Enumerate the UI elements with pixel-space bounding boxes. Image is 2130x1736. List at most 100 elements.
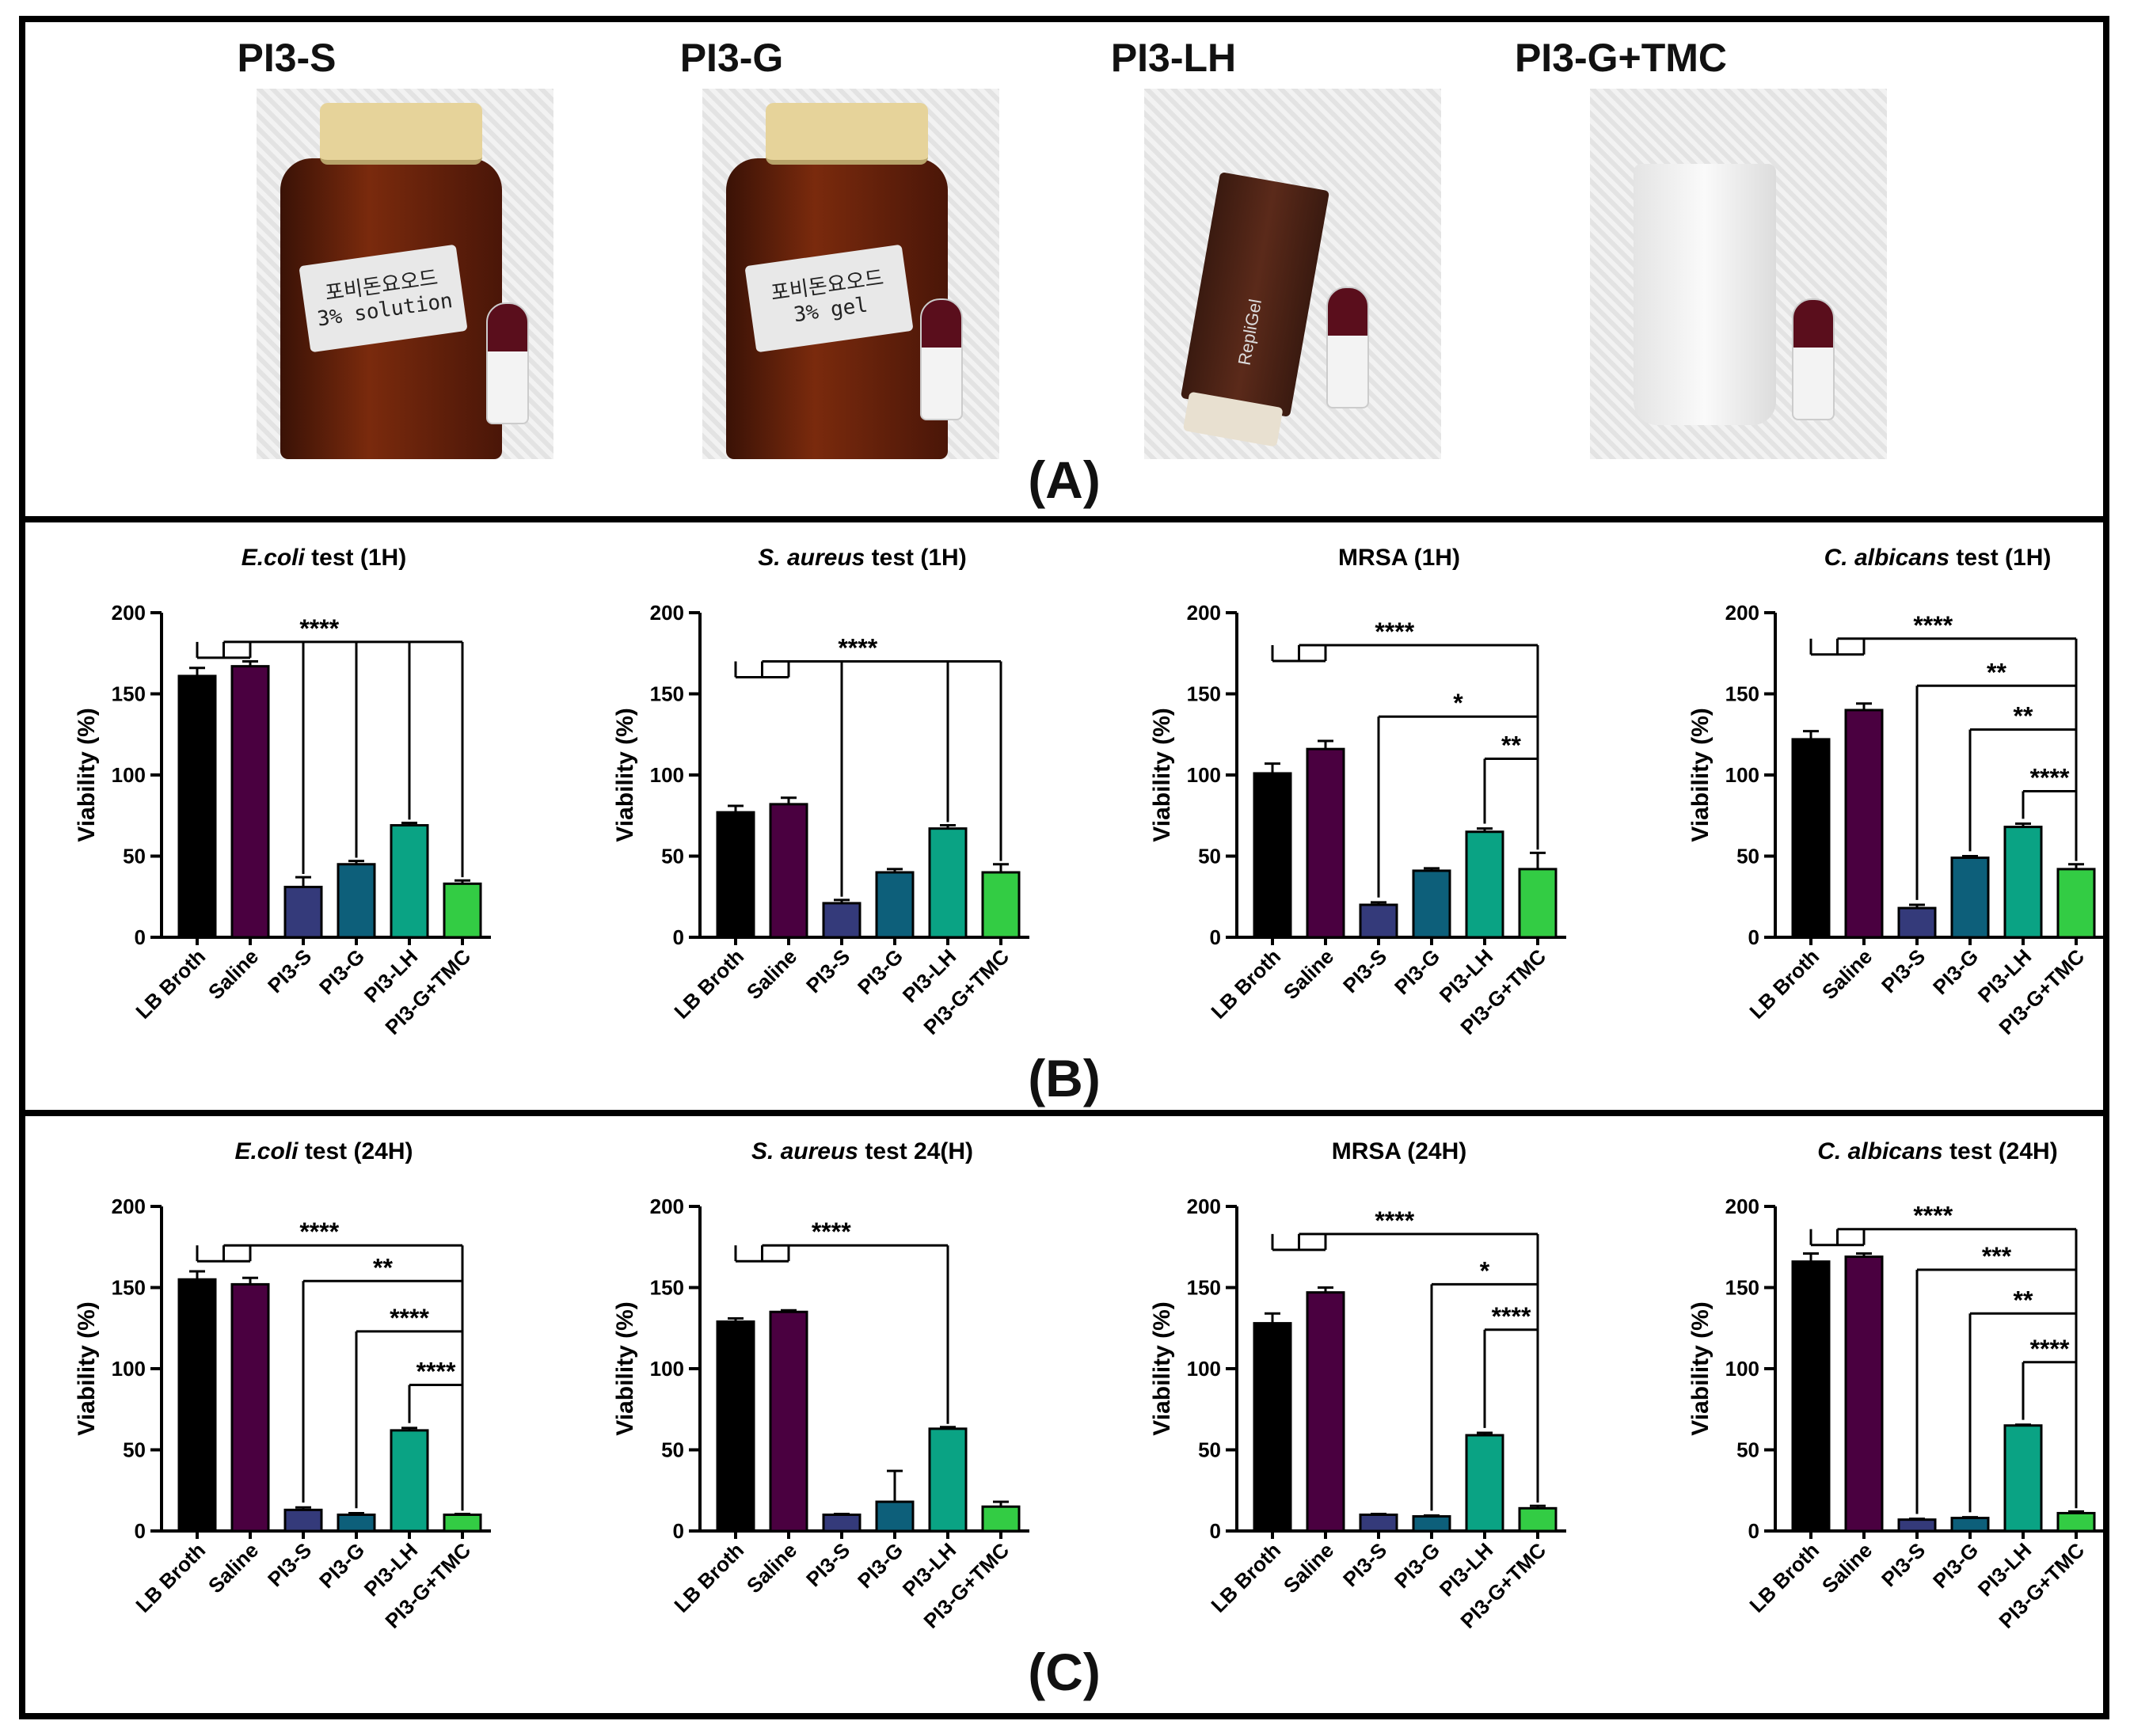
- y-tick-label: 0: [673, 925, 684, 949]
- significance-stars: ****: [1375, 617, 1414, 646]
- y-tick-label: 100: [1725, 1357, 1759, 1381]
- x-tick-label: Saline: [1817, 944, 1877, 1004]
- x-tick-label: LB Broth: [131, 1538, 210, 1617]
- x-tick-label: LB Broth: [1744, 1538, 1824, 1617]
- bar-lb-broth: [1253, 1322, 1292, 1533]
- significance-stars: ****: [838, 634, 877, 663]
- panel-label-a: (A): [1028, 450, 1101, 509]
- bar-lb-broth: [716, 1320, 755, 1533]
- y-axis-label: Viability (%): [1687, 1301, 1714, 1435]
- bar-pi3-g-tmc: [981, 871, 1021, 939]
- chart-mrsa-24h: MRSA (24H) Viability (%) 0 50 100 150 200 LB Br…: [1149, 1138, 1566, 1633]
- chart-title: C. albicans test (24H): [1817, 1138, 2057, 1164]
- y-axis-label: Viability (%): [1149, 1301, 1175, 1435]
- photo-title-pi3-g: PI3-G: [679, 36, 784, 80]
- bar-pi3-s: [1897, 1518, 1937, 1533]
- x-tick-label: PI3-S: [1338, 1538, 1391, 1591]
- y-tick-label: 100: [650, 763, 684, 787]
- y-axis-label: Viability (%): [74, 708, 100, 841]
- bar-pi3-g: [1412, 1515, 1451, 1533]
- bar-lb-broth: [177, 674, 217, 939]
- bar-saline: [1306, 1291, 1345, 1533]
- x-tick-label: Saline: [1817, 1538, 1877, 1597]
- bar-pi3-g-tmc: [2056, 1511, 2096, 1533]
- significance-stars: *: [1480, 1256, 1490, 1285]
- bar-saline: [230, 1282, 270, 1533]
- y-tick-label: 200: [112, 1195, 146, 1218]
- y-tick-label: 50: [123, 1438, 146, 1462]
- bar-pi3-g: [1412, 869, 1451, 939]
- x-tick-label: LB Broth: [1744, 944, 1824, 1024]
- y-tick-label: 100: [1725, 763, 1759, 787]
- panel-label-b: (B): [1028, 1049, 1101, 1107]
- bar-pi3-lh: [390, 824, 429, 939]
- chart-title: S. aureus test 24(H): [751, 1138, 973, 1164]
- bar-pi3-s: [283, 885, 323, 939]
- chart-mrsa-1h: MRSA (1H) Viability (%) 0 50 100 150 200 LB Bro…: [1149, 545, 1566, 1039]
- chart-title-suffix: test (24H): [1943, 1138, 2058, 1164]
- chart-title: E.coli test (24H): [234, 1138, 413, 1164]
- x-tick-label: PI3-S: [263, 944, 316, 997]
- x-tick-label: LB Broth: [669, 944, 748, 1024]
- y-tick-label: 0: [1210, 1519, 1221, 1543]
- y-axis-label: Viability (%): [1149, 708, 1175, 841]
- vial-image: [486, 302, 529, 424]
- bar-pi3-lh: [928, 827, 968, 939]
- photo-pi3-lh: RepliGel: [1144, 89, 1441, 459]
- photo-title-pi3-lh: PI3-LH: [1110, 36, 1237, 80]
- x-tick-label: LB Broth: [669, 1538, 748, 1617]
- panel-a: PI3-S 포비돈요오드 3% solution PI3-G 포비돈요오드 3%…: [19, 16, 2109, 522]
- gel-tube-image: RepliGel: [1180, 172, 1330, 447]
- chart-title-organism: S. aureus: [751, 1138, 858, 1164]
- chart-title: E.coli test (1H): [242, 545, 406, 571]
- vial-image: [1792, 298, 1835, 420]
- chart-title-organism: E.coli: [242, 545, 306, 571]
- bar-saline: [1844, 1255, 1884, 1533]
- jar-cap: [766, 103, 928, 165]
- bar-saline: [769, 1310, 808, 1533]
- y-tick-label: 0: [673, 1519, 684, 1543]
- bar-saline: [769, 803, 808, 939]
- photo-pi3-s: 포비돈요오드 3% solution: [257, 89, 553, 459]
- y-tick-label: 200: [1725, 601, 1759, 625]
- bar-pi3-lh: [390, 1429, 429, 1533]
- chart-calbicans-1h: C. albicans test (1H) Viability (%) 0 50 100…: [1687, 545, 2105, 1039]
- y-tick-label: 50: [1198, 1438, 1221, 1462]
- photo-pi3-g: 포비돈요오드 3% gel: [702, 89, 999, 459]
- vial-image: [920, 298, 963, 420]
- chart-title-suffix: test (1H): [305, 545, 406, 571]
- panel-b: E.coli test (1H) Viability (%) 0 50 100 150 20…: [19, 516, 2109, 1116]
- bar-pi3-g: [1950, 857, 1990, 939]
- chart-ecoli-1h: E.coli test (1H) Viability (%) 0 50 100 150 20…: [74, 545, 491, 1039]
- significance-stars: ****: [1913, 1202, 1953, 1230]
- chart-title: S. aureus test (1H): [758, 545, 966, 571]
- significance-stars: ****: [2030, 764, 2070, 792]
- bar-pi3-s: [1359, 903, 1398, 939]
- significance-stars: ****: [1913, 611, 1953, 640]
- white-tube-image: [1634, 164, 1776, 425]
- y-tick-label: 150: [112, 682, 146, 706]
- y-tick-label: 0: [1748, 1519, 1759, 1543]
- chart-calbicans-24h: C. albicans test (24H) Viability (%) 0 50 10…: [1687, 1138, 2105, 1633]
- x-tick-label: Saline: [742, 944, 801, 1004]
- photo-pi3-g-tmc: [1590, 89, 1887, 459]
- significance-stars: ****: [1375, 1206, 1414, 1235]
- bar-saline: [1306, 747, 1345, 939]
- y-tick-label: 150: [112, 1276, 146, 1300]
- chart-title-suffix: test 24(H): [858, 1138, 973, 1164]
- y-tick-label: 50: [1736, 845, 1759, 868]
- y-tick-label: 100: [112, 1357, 146, 1381]
- y-tick-label: 50: [661, 845, 684, 868]
- chart-title: C. albicans test (1H): [1824, 545, 2052, 571]
- y-axis-label: Viability (%): [612, 708, 638, 841]
- bar-pi3-s: [822, 1514, 862, 1533]
- bar-lb-broth: [1253, 772, 1292, 939]
- x-tick-label: LB Broth: [1206, 1538, 1285, 1617]
- y-tick-label: 50: [123, 845, 146, 868]
- x-tick-label: Saline: [203, 944, 263, 1004]
- y-tick-label: 100: [650, 1357, 684, 1381]
- y-tick-label: 150: [650, 1276, 684, 1300]
- bar-pi3-g: [875, 871, 915, 939]
- y-tick-label: 0: [135, 1519, 146, 1543]
- chart-saureus-24h: S. aureus test 24(H) Viability (%) 0 50 100 1…: [612, 1138, 1029, 1633]
